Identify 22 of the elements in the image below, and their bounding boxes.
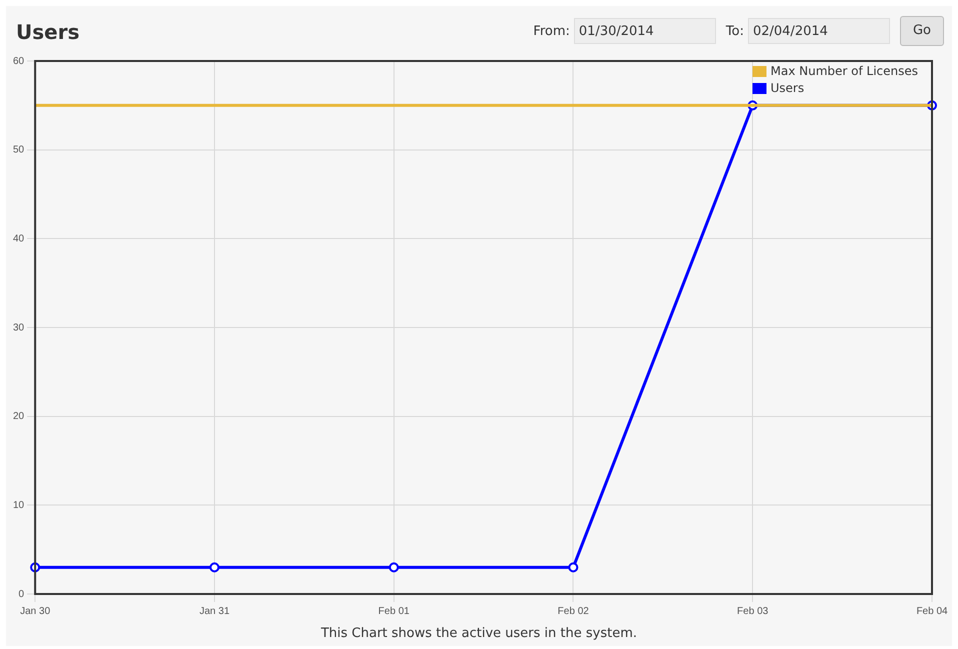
y-tick-label: 0 xyxy=(18,588,25,600)
y-tick-label: 20 xyxy=(13,411,25,422)
date-field: 02/04/2014 xyxy=(748,18,890,44)
text: This Chart shows the active users in the system. xyxy=(320,626,638,641)
chart-title: Users xyxy=(16,20,80,44)
y-tick-label: 10 xyxy=(13,500,25,511)
y-tick-label: 50 xyxy=(13,144,25,156)
x-tick-label: Feb 04 xyxy=(916,606,948,617)
y-tick-label: 40 xyxy=(13,233,25,244)
x-tick-label: Jan 31 xyxy=(199,606,230,617)
x-tick-label: Feb 02 xyxy=(558,606,590,617)
legend-label: Users xyxy=(770,81,804,96)
date-field: 01/30/2014 xyxy=(574,18,716,44)
text: From: xyxy=(533,24,570,38)
go-button: Go xyxy=(900,16,944,46)
text: To: xyxy=(726,24,744,38)
x-tick-label: Feb 03 xyxy=(737,606,769,617)
y-tick-label: 60 xyxy=(13,56,25,67)
x-tick-label: Jan 30 xyxy=(20,606,51,617)
x-tick-label: Feb 01 xyxy=(378,606,410,617)
legend-label: Max Number of Licenses xyxy=(770,64,918,78)
y-tick-label: 30 xyxy=(13,322,25,334)
